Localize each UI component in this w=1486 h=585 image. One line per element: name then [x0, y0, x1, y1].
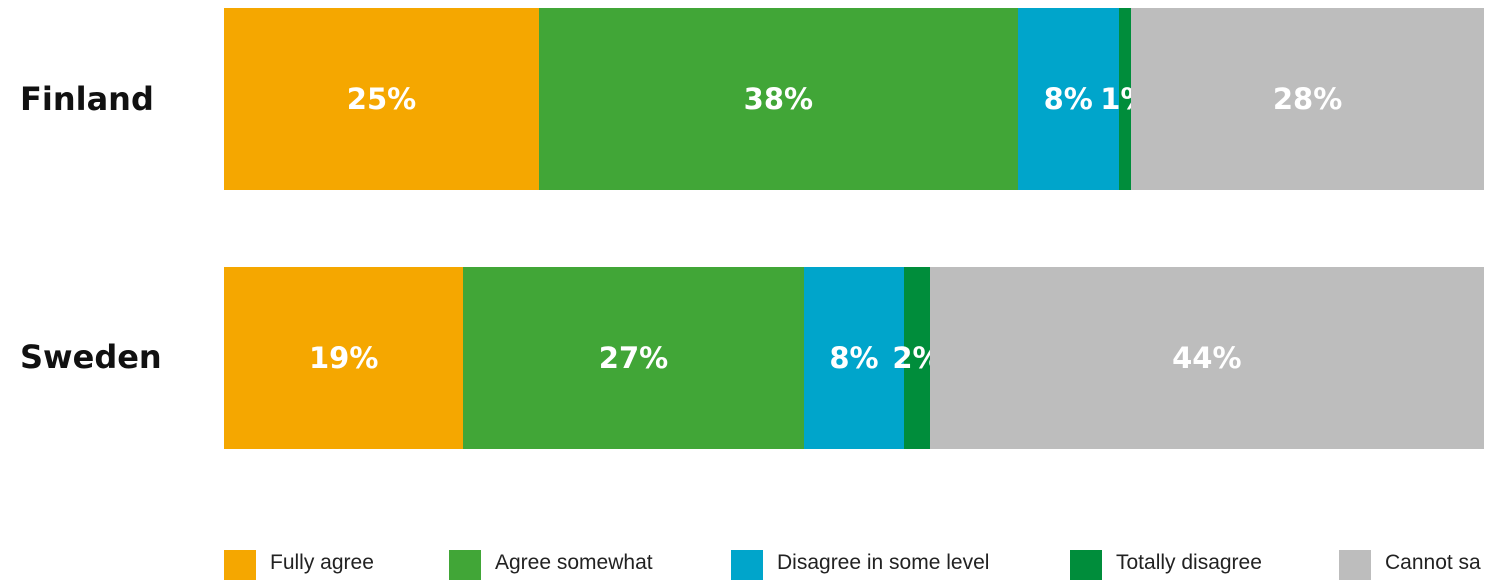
legend-swatch-cannot-say [1339, 550, 1371, 580]
category-label-finland: Finland [20, 80, 154, 118]
data-label-sweden-disagree-in-some-level: 8% [829, 341, 879, 375]
bar-segment-finland-agree-somewhat [539, 8, 1018, 190]
legend-label-fully-agree: Fully agree [270, 551, 374, 574]
legend-swatch-agree-somewhat [449, 550, 481, 580]
legend-label-disagree-in-some-level: Disagree in some level [777, 551, 990, 574]
data-label-sweden-fully-agree: 19% [308, 341, 379, 375]
data-label-finland-agree-somewhat: 38% [743, 82, 814, 116]
data-label-finland-cannot-sa: 28% [1272, 82, 1343, 116]
legend-swatch-fully-agree [224, 550, 256, 580]
data-label-finland-fully-agree: 25% [346, 82, 417, 116]
bar-row-finland: 25% 38% 8% 1% 28% [224, 8, 1486, 190]
legend-swatch-totally-disagree [1070, 550, 1102, 580]
legend-label-agree-somewhat: Agree somewhat [495, 551, 653, 574]
bar-segment-sweden-fully-agree [224, 267, 464, 449]
data-label-sweden-cannot-sa: 44% [1172, 341, 1242, 375]
bar-segment-sweden-disagree-in-some-level [803, 267, 905, 449]
legend-swatch-disagree-in-some-level [731, 550, 763, 580]
legend-label-cannot-say: Cannot sa [1385, 551, 1481, 574]
legend: Fully agree Agree somewhat Disagree in s… [0, 550, 1486, 580]
bar-segment-sweden-totally-disagree [904, 267, 930, 449]
bar-row-sweden: 19% 27% 8% 2% 44% [224, 267, 1486, 449]
data-label-sweden-agree-somewhat: 27% [598, 341, 669, 375]
bar-segment-finland-fully-agree [224, 8, 539, 190]
bar-segment-finland-totally-disagree [1118, 8, 1132, 190]
category-label-sweden: Sweden [20, 338, 162, 376]
bar-segment-finland-disagree-in-some-level [1017, 8, 1119, 190]
legend-label-totally-disagree: Totally disagree [1116, 551, 1262, 574]
bar-segment-finland-cannot-sa [1131, 8, 1484, 190]
data-label-finland-disagree-in-some-level: 8% [1043, 82, 1093, 116]
bar-segment-sweden-cannot-sa [929, 267, 1484, 449]
bar-segment-sweden-agree-somewhat [463, 267, 804, 449]
